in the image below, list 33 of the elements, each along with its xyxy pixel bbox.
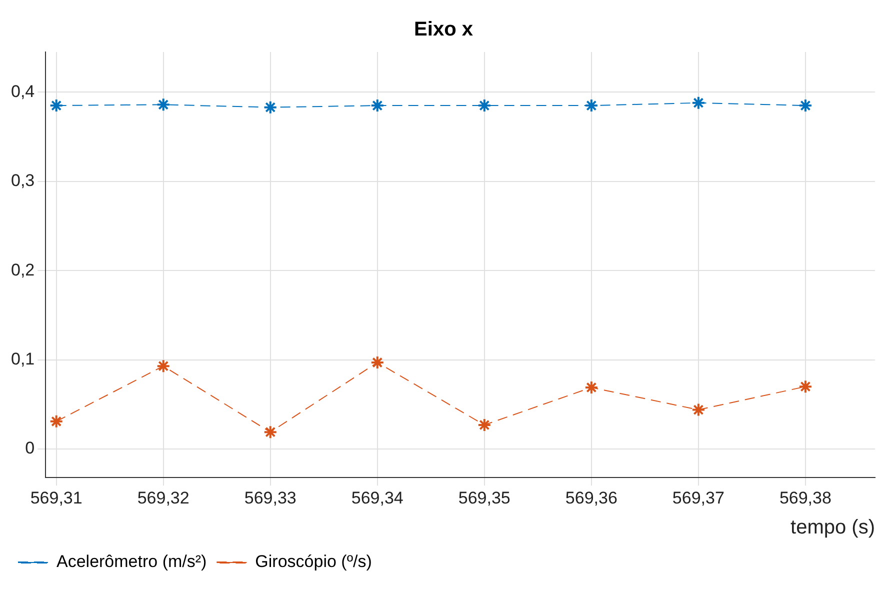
x-tick-label: 569,38 (779, 488, 832, 508)
legend-label: Giroscópio (º/s) (255, 552, 372, 572)
point (263, 100, 278, 114)
point (156, 98, 170, 112)
y-tick-label: 0,1 (10, 350, 35, 369)
y-tick-label: 0,2 (10, 260, 35, 280)
x-axis-title: tempo (s) (790, 516, 875, 539)
x-tick-label: 569,34 (351, 488, 404, 508)
point (49, 414, 64, 428)
point (798, 98, 812, 113)
point (263, 425, 278, 440)
x-tick-label: 569,33 (244, 488, 296, 508)
point (584, 98, 598, 113)
point (49, 98, 64, 113)
point (370, 356, 384, 370)
point (691, 96, 706, 110)
point (370, 98, 384, 113)
point (691, 402, 706, 417)
y-tick-label: 0 (25, 438, 35, 458)
y-tick-label: 0,3 (10, 171, 35, 190)
point (156, 359, 170, 374)
y-tick-label: 0,4 (10, 82, 35, 101)
x-tick-label: 569,37 (672, 488, 724, 508)
legend-label: Acelerômetro (m/s²) (56, 552, 207, 572)
point (477, 418, 492, 432)
chart-title: Eixo x (414, 18, 473, 41)
point (584, 380, 598, 394)
x-tick-label: 569,35 (458, 488, 510, 508)
x-tick-label: 569,31 (30, 488, 82, 508)
x-tick-label: 569,36 (565, 488, 618, 508)
x-tick-label: 569,32 (137, 488, 190, 508)
point (477, 98, 492, 113)
point (798, 380, 812, 394)
